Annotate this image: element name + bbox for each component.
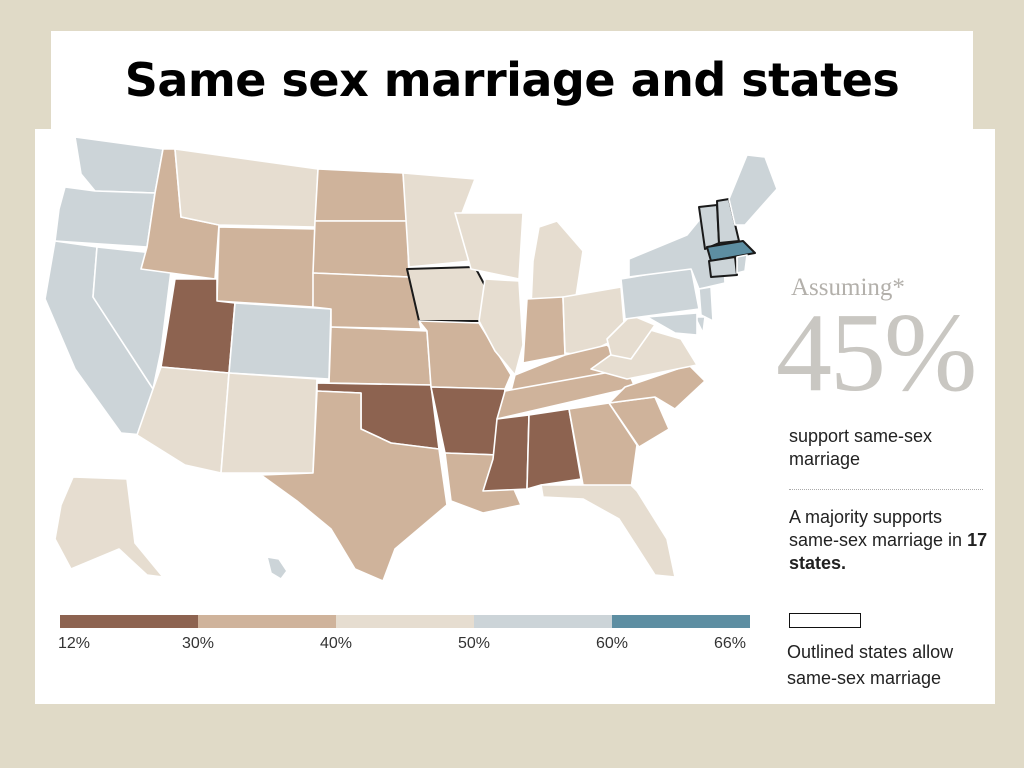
scale-segment (474, 615, 612, 628)
scale-tick-label: 12% (58, 635, 91, 652)
state-wyoming (216, 226, 316, 308)
divider (789, 489, 983, 490)
state-washington (74, 136, 164, 194)
state-alaska (54, 476, 164, 578)
headline-percent: 45% (776, 291, 977, 415)
state-south-dakota (312, 220, 410, 278)
headline-caption: support same-sex marriage (789, 426, 933, 469)
state-new-mexico (220, 372, 318, 474)
state-oregon (54, 186, 156, 248)
state-connecticut (708, 256, 738, 278)
scale-segment (336, 615, 474, 628)
state-mississippi (482, 414, 530, 492)
majority-text: A majority supports same-sex marriage in… (789, 506, 989, 575)
state-montana (174, 148, 319, 228)
state-kansas (328, 326, 432, 386)
scale-tick-label: 50% (457, 635, 491, 652)
assuming-label: Assuming* (791, 274, 905, 301)
majority-prefix: A majority supports same-sex marriage in (789, 507, 963, 550)
state-colorado (228, 302, 332, 380)
state-hawaii (266, 556, 288, 580)
state-maryland (646, 312, 698, 336)
majority-states-count: 17 states. (789, 530, 988, 573)
scale-segment (60, 615, 198, 628)
state-new-jersey (698, 286, 714, 322)
state-maine (728, 154, 778, 226)
state-florida (540, 484, 676, 578)
state-wisconsin (454, 212, 524, 280)
state-rhode-island (736, 254, 748, 274)
state-indiana (522, 296, 566, 364)
state-massachusetts (706, 240, 756, 262)
state-texas (260, 390, 448, 582)
state-iowa (406, 266, 492, 322)
scale-tick-label: 60% (595, 635, 629, 652)
scale-segment (198, 615, 336, 628)
slide-title: Same sex marriage and states (124, 53, 900, 107)
state-new-york (628, 212, 726, 290)
scale-tick-label: 40% (319, 635, 353, 652)
outline-legend-text: Outlined states allow same-sex marriage (787, 642, 954, 688)
map-panel: Assuming* 45% support same-sex marriage … (35, 129, 995, 704)
scale-tick-label: 30% (181, 635, 215, 652)
scale-tick-label: 66% (714, 635, 747, 652)
state-georgia (568, 402, 638, 490)
state-alabama (526, 408, 582, 490)
slide-title-box: Same sex marriage and states (51, 31, 973, 129)
scale-segment (612, 615, 750, 628)
us-states-map (44, 136, 778, 582)
outline-legend-swatch (789, 613, 861, 628)
state-north-dakota (314, 168, 408, 222)
